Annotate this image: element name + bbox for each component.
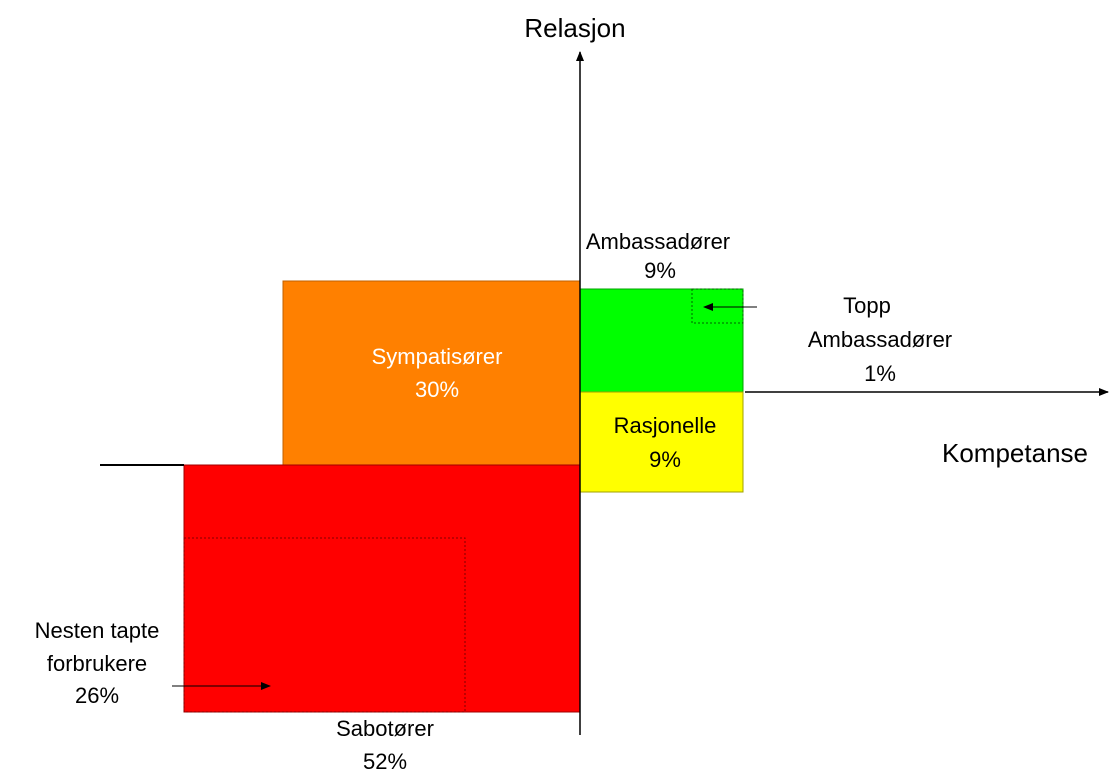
segment-name: Nesten tapte [35,618,160,643]
segment-name: Ambassadører [808,327,952,352]
rasjonelle-box [579,391,744,493]
sabotorer-box [183,464,581,713]
segment-name: forbrukere [47,651,147,676]
x-axis-label: Kompetanse [942,438,1088,468]
segment-share: 30% [415,377,459,402]
segment-share: 1% [864,361,896,386]
segment-share: 9% [644,258,676,283]
y-axis-label: Relasjon [524,13,625,43]
sympatisorer-box [282,280,581,466]
segment-name: Ambassadører [586,229,730,254]
segment-share: 9% [649,447,681,472]
segment-name: Rasjonelle [614,413,717,438]
segment-share: 52% [363,749,407,774]
segment-name: Topp [843,293,891,318]
segment-name: Sabotører [336,716,434,741]
topp-box [691,288,744,324]
segment-name: Sympatisører [372,344,503,369]
nesten-box [183,537,466,713]
segment-share: 26% [75,683,119,708]
ambassadorer-box [579,288,744,393]
